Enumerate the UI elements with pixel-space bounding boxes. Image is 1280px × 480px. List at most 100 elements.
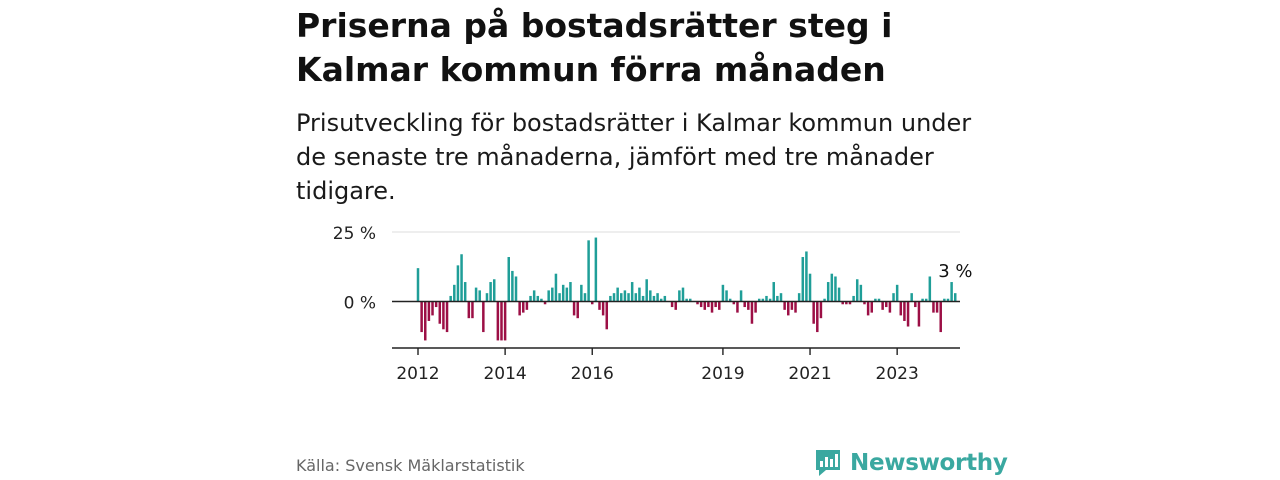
bar <box>514 276 518 302</box>
bar <box>953 293 957 302</box>
bar <box>467 301 471 319</box>
bar <box>747 301 750 310</box>
bar <box>485 293 489 302</box>
bar <box>685 298 688 302</box>
bar <box>620 293 623 302</box>
bar <box>689 298 692 302</box>
bar <box>714 301 717 308</box>
bar <box>921 298 924 302</box>
bar <box>932 301 935 313</box>
bar <box>710 301 714 313</box>
bar <box>492 279 496 302</box>
bar <box>739 290 743 302</box>
bar <box>750 301 754 324</box>
bar <box>859 284 863 302</box>
bar <box>772 282 775 302</box>
source-note: Källa: Svensk Mäklarstatistik <box>296 456 525 475</box>
bar <box>852 295 855 302</box>
bar <box>707 301 710 308</box>
bar <box>946 298 950 302</box>
bar <box>583 293 587 302</box>
bar <box>551 287 554 302</box>
bar <box>863 301 866 305</box>
bar <box>765 295 768 302</box>
bar <box>634 293 638 302</box>
bar <box>438 301 442 324</box>
bar <box>522 301 525 313</box>
bar <box>783 301 786 310</box>
bar <box>794 301 797 313</box>
bar <box>699 301 703 308</box>
bar <box>892 293 895 302</box>
brand-logo[interactable]: Newsworthy <box>814 446 1008 480</box>
newsworthy-logo-icon <box>816 450 840 476</box>
bar <box>826 282 830 302</box>
bar <box>500 301 503 341</box>
bar-layer <box>416 237 957 341</box>
bar <box>558 293 561 302</box>
brand-name: Newsworthy <box>850 450 1008 476</box>
bar <box>569 282 572 302</box>
bar <box>453 284 456 302</box>
bar <box>525 301 529 310</box>
bar <box>630 282 634 302</box>
bar <box>431 301 434 316</box>
bar <box>819 301 823 319</box>
bar <box>605 301 609 330</box>
bar <box>928 276 932 302</box>
bar <box>540 298 543 302</box>
bar <box>656 293 659 302</box>
bar <box>536 295 540 302</box>
bar <box>917 301 921 327</box>
bar <box>463 282 467 302</box>
x-tick-label: 2023 <box>876 364 919 384</box>
bar <box>445 301 449 333</box>
bar <box>732 301 736 305</box>
bar <box>877 298 881 302</box>
bar <box>460 254 463 302</box>
bar <box>848 301 852 305</box>
bar <box>474 287 478 302</box>
bar <box>812 301 815 324</box>
bar <box>899 301 903 316</box>
bar <box>623 290 627 302</box>
bar <box>761 298 765 302</box>
latest-value-label: 3 % <box>938 261 972 282</box>
bar <box>489 282 492 302</box>
bar <box>678 290 681 302</box>
bar <box>743 301 746 308</box>
bar <box>609 295 612 302</box>
bar <box>456 265 460 302</box>
bar <box>837 287 841 302</box>
bar <box>950 282 953 302</box>
bar <box>801 257 805 302</box>
bar <box>478 290 481 302</box>
y-tick-label: 25 % <box>333 224 376 244</box>
bar <box>943 298 946 302</box>
chart-subtitle: Prisutveckling för bostadsrätter i Kalma… <box>296 109 972 205</box>
bar <box>627 293 630 302</box>
bar <box>790 301 794 310</box>
bar <box>721 284 725 302</box>
bar <box>576 301 579 319</box>
bar <box>449 295 452 302</box>
x-tick-label: 2021 <box>788 364 831 384</box>
x-tick-label: 2016 <box>571 364 614 384</box>
bar <box>601 301 605 316</box>
x-tick-label: 2012 <box>396 364 439 384</box>
bar <box>594 237 598 302</box>
bar <box>776 295 779 302</box>
bar <box>870 301 873 313</box>
bar <box>420 301 423 333</box>
bar <box>757 298 761 302</box>
bar <box>939 301 942 333</box>
x-tick-label: 2019 <box>701 364 744 384</box>
bar <box>649 290 652 302</box>
y-tick-label: 0 % <box>344 294 376 314</box>
bar <box>496 301 500 341</box>
bar <box>645 279 648 302</box>
bar <box>888 301 892 313</box>
bar <box>874 298 877 302</box>
bar <box>641 295 645 302</box>
bar <box>841 301 844 305</box>
